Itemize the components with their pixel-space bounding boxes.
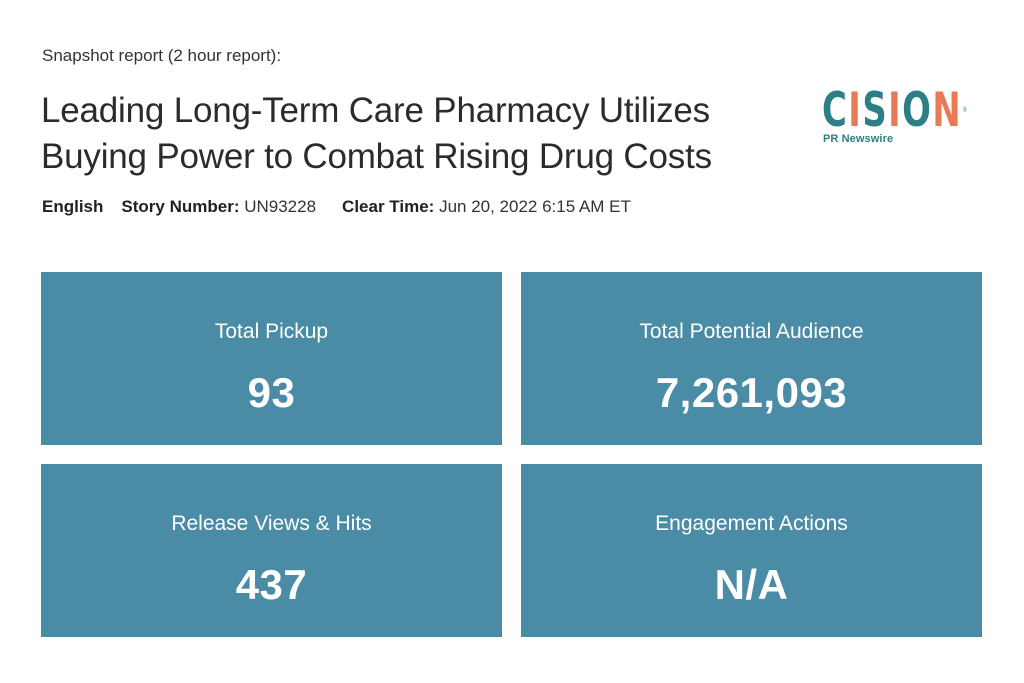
logo-letter: I: [888, 83, 903, 138]
report-type-label: Snapshot report (2 hour report):: [42, 46, 282, 65]
page-title: Leading Long-Term Care Pharmacy Utilizes…: [41, 91, 712, 176]
total-pickup-card: Total Pickup 93: [41, 272, 502, 445]
logo-letter: S: [862, 83, 889, 138]
clear-time-label: Clear Time:: [342, 197, 435, 216]
logo-subtitle: PR Newswire: [823, 133, 894, 145]
logo-letter: O: [902, 83, 933, 138]
stat-label: Total Pickup: [214, 320, 329, 343]
stat-value: 7,261,093: [655, 369, 848, 416]
total-potential-audience-card: Total Potential Audience 7,261,093: [521, 272, 982, 445]
story-number-value: UN93228: [244, 197, 317, 216]
stat-label: Engagement Actions: [655, 512, 848, 535]
stat-value: 93: [247, 369, 296, 416]
stat-label: Release Views & Hits: [171, 512, 372, 535]
release-views-hits-card: Release Views & Hits 437: [41, 464, 502, 637]
engagement-actions-card: Engagement Actions N/A: [521, 464, 982, 637]
stat-value: 437: [235, 561, 308, 608]
registered-mark: ®: [962, 107, 969, 114]
cision-logo: C I S I O N ® PR Newswire: [822, 83, 982, 152]
stat-label: Total Potential Audience: [639, 320, 864, 343]
story-number-label: Story Number:: [121, 197, 240, 216]
story-meta: English Story Number: UN93228 Clear Time: …: [42, 197, 631, 217]
logo-wordmark: C I S I O N ®: [822, 83, 967, 138]
language-value: English: [42, 197, 104, 216]
logo-letter: C: [822, 83, 849, 138]
logo-letter: N: [932, 83, 963, 138]
clear-time-value: Jun 20, 2022 6:15 AM ET: [439, 197, 631, 216]
stat-value: N/A: [714, 561, 789, 608]
logo-letter: I: [848, 83, 863, 138]
